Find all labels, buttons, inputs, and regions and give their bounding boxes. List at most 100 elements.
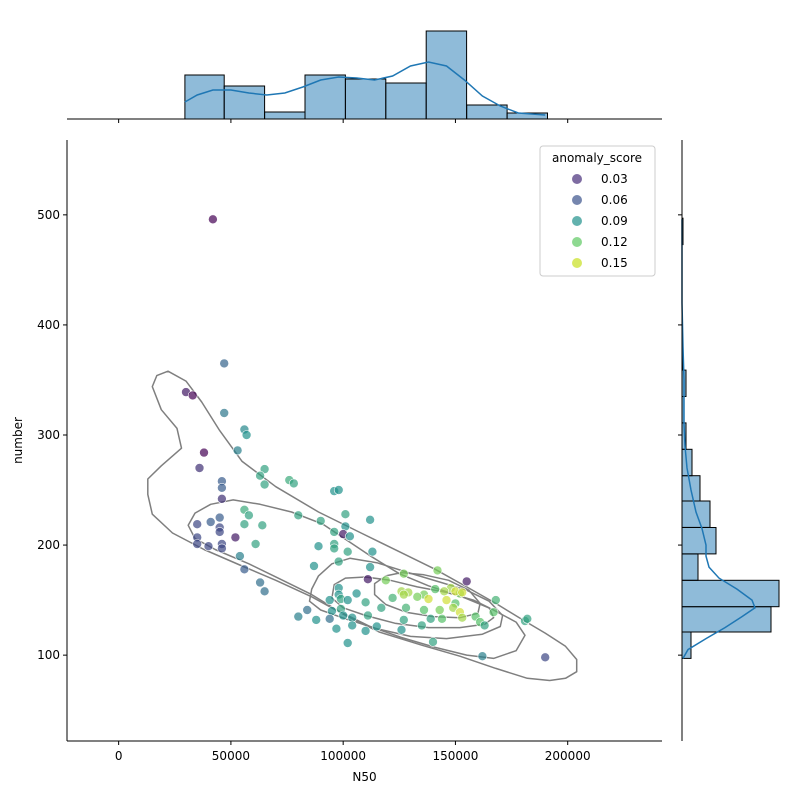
scatter-point [416,620,427,631]
scatter-point [338,610,349,621]
scatter-point [324,613,335,624]
scatter-point [345,531,355,542]
scatter-point [192,519,202,530]
scatter-point [367,546,378,557]
scatter-point [259,479,270,490]
scatter-point [250,539,261,549]
marginal-x-kde [184,61,546,116]
scatter-point [232,445,243,456]
legend-marker-1 [572,174,582,184]
marginal-y-kde [681,219,756,659]
marginal-y-bar [681,553,699,581]
x-tick-label: 50000 [212,749,250,763]
marginal-y-bar [681,631,692,659]
legend-marker-3 [572,216,582,226]
scatter-point [302,605,313,615]
scatter-point [217,543,227,554]
y-axis-ticks: 100 200 300 400 500 [37,208,682,662]
legend: anomaly_score 0.03 0.06 0.09 0.12 0.15 [539,145,656,277]
contour-level-2 [187,499,526,660]
legend-entry-4: 0.12 [572,235,628,249]
scatter-point [441,595,452,605]
scatter-point [217,493,227,504]
marginal-y-bar [681,527,717,555]
scatter-point [192,539,202,549]
y-axis-label: number [11,417,25,464]
scatter-point [360,597,371,608]
scatter-point [461,576,472,587]
marginal-x-bar [223,85,266,120]
scatter-point [490,595,501,605]
scatter-point [457,612,468,623]
scatter-point [398,568,409,579]
y-tick-label: 500 [37,208,60,222]
y-tick-label: 100 [37,648,60,662]
scatter-point [255,470,265,481]
scatter-point [434,605,445,615]
scatter-point [432,565,443,576]
scatter-point [333,556,344,567]
scatter-point [203,541,214,552]
marginal-x-bar [184,74,225,120]
scatter-point [324,595,335,605]
contour-level-5 [373,571,481,619]
scatter-point [365,514,375,525]
scatter-point [259,586,270,597]
scatter-point [194,463,205,473]
legend-label-2: 0.06 [601,193,628,207]
scatter-point [313,541,324,552]
scatter-point [214,512,225,523]
scatter-point [219,358,229,369]
scatter-point [360,626,371,636]
scatter-point [340,509,351,520]
scatter-point [437,613,447,624]
scatter-point [401,602,411,613]
scatter-point [448,602,459,613]
scatter-point [199,447,209,458]
scatter-point [257,520,268,531]
legend-entry-1: 0.03 [572,172,628,186]
scatter-point [479,620,490,631]
scatter-point [398,615,409,625]
legend-label-4: 0.12 [601,235,628,249]
scatter-point [363,610,373,621]
contour-level-1 [147,370,578,682]
scatter-point [205,517,216,527]
legend-entry-5: 0.15 [572,256,628,270]
scatter-point [293,611,304,622]
marginal-y-bar [681,606,772,633]
scatter-point [412,591,423,602]
scatter-point [342,546,353,557]
marginal-x-bar [466,104,508,120]
scatter-point [311,615,322,625]
legend-label-1: 0.03 [601,172,628,186]
scatter-point [425,613,436,624]
marginal-x-bar [425,30,468,120]
scatter-point [522,613,533,624]
scatter-point [342,638,353,648]
scatter-point [387,593,398,603]
y-tick-label: 200 [37,538,60,552]
scatter-point [439,586,450,597]
y-tick-label: 300 [37,428,60,442]
scatter-point [331,623,342,634]
scatter-point [241,430,252,440]
x-tick-label: 150000 [433,749,479,763]
scatter-point [488,607,499,618]
legend-entry-3: 0.09 [572,214,628,228]
scatter-point [288,478,299,489]
scatter-point [365,562,375,572]
legend-marker-2 [572,195,582,205]
scatter-point [347,620,358,631]
legend-title: anomaly_score [552,151,642,165]
scatter-point [293,510,304,521]
legend-label-3: 0.09 [601,214,628,228]
scatter-point [396,624,407,635]
legend-box [539,145,656,277]
x-tick-label: 100000 [320,749,366,763]
scatter-point [419,605,429,615]
marginal-x-histogram [67,30,662,120]
legend-entry-2: 0.06 [572,193,628,207]
scatter-point [230,532,241,543]
